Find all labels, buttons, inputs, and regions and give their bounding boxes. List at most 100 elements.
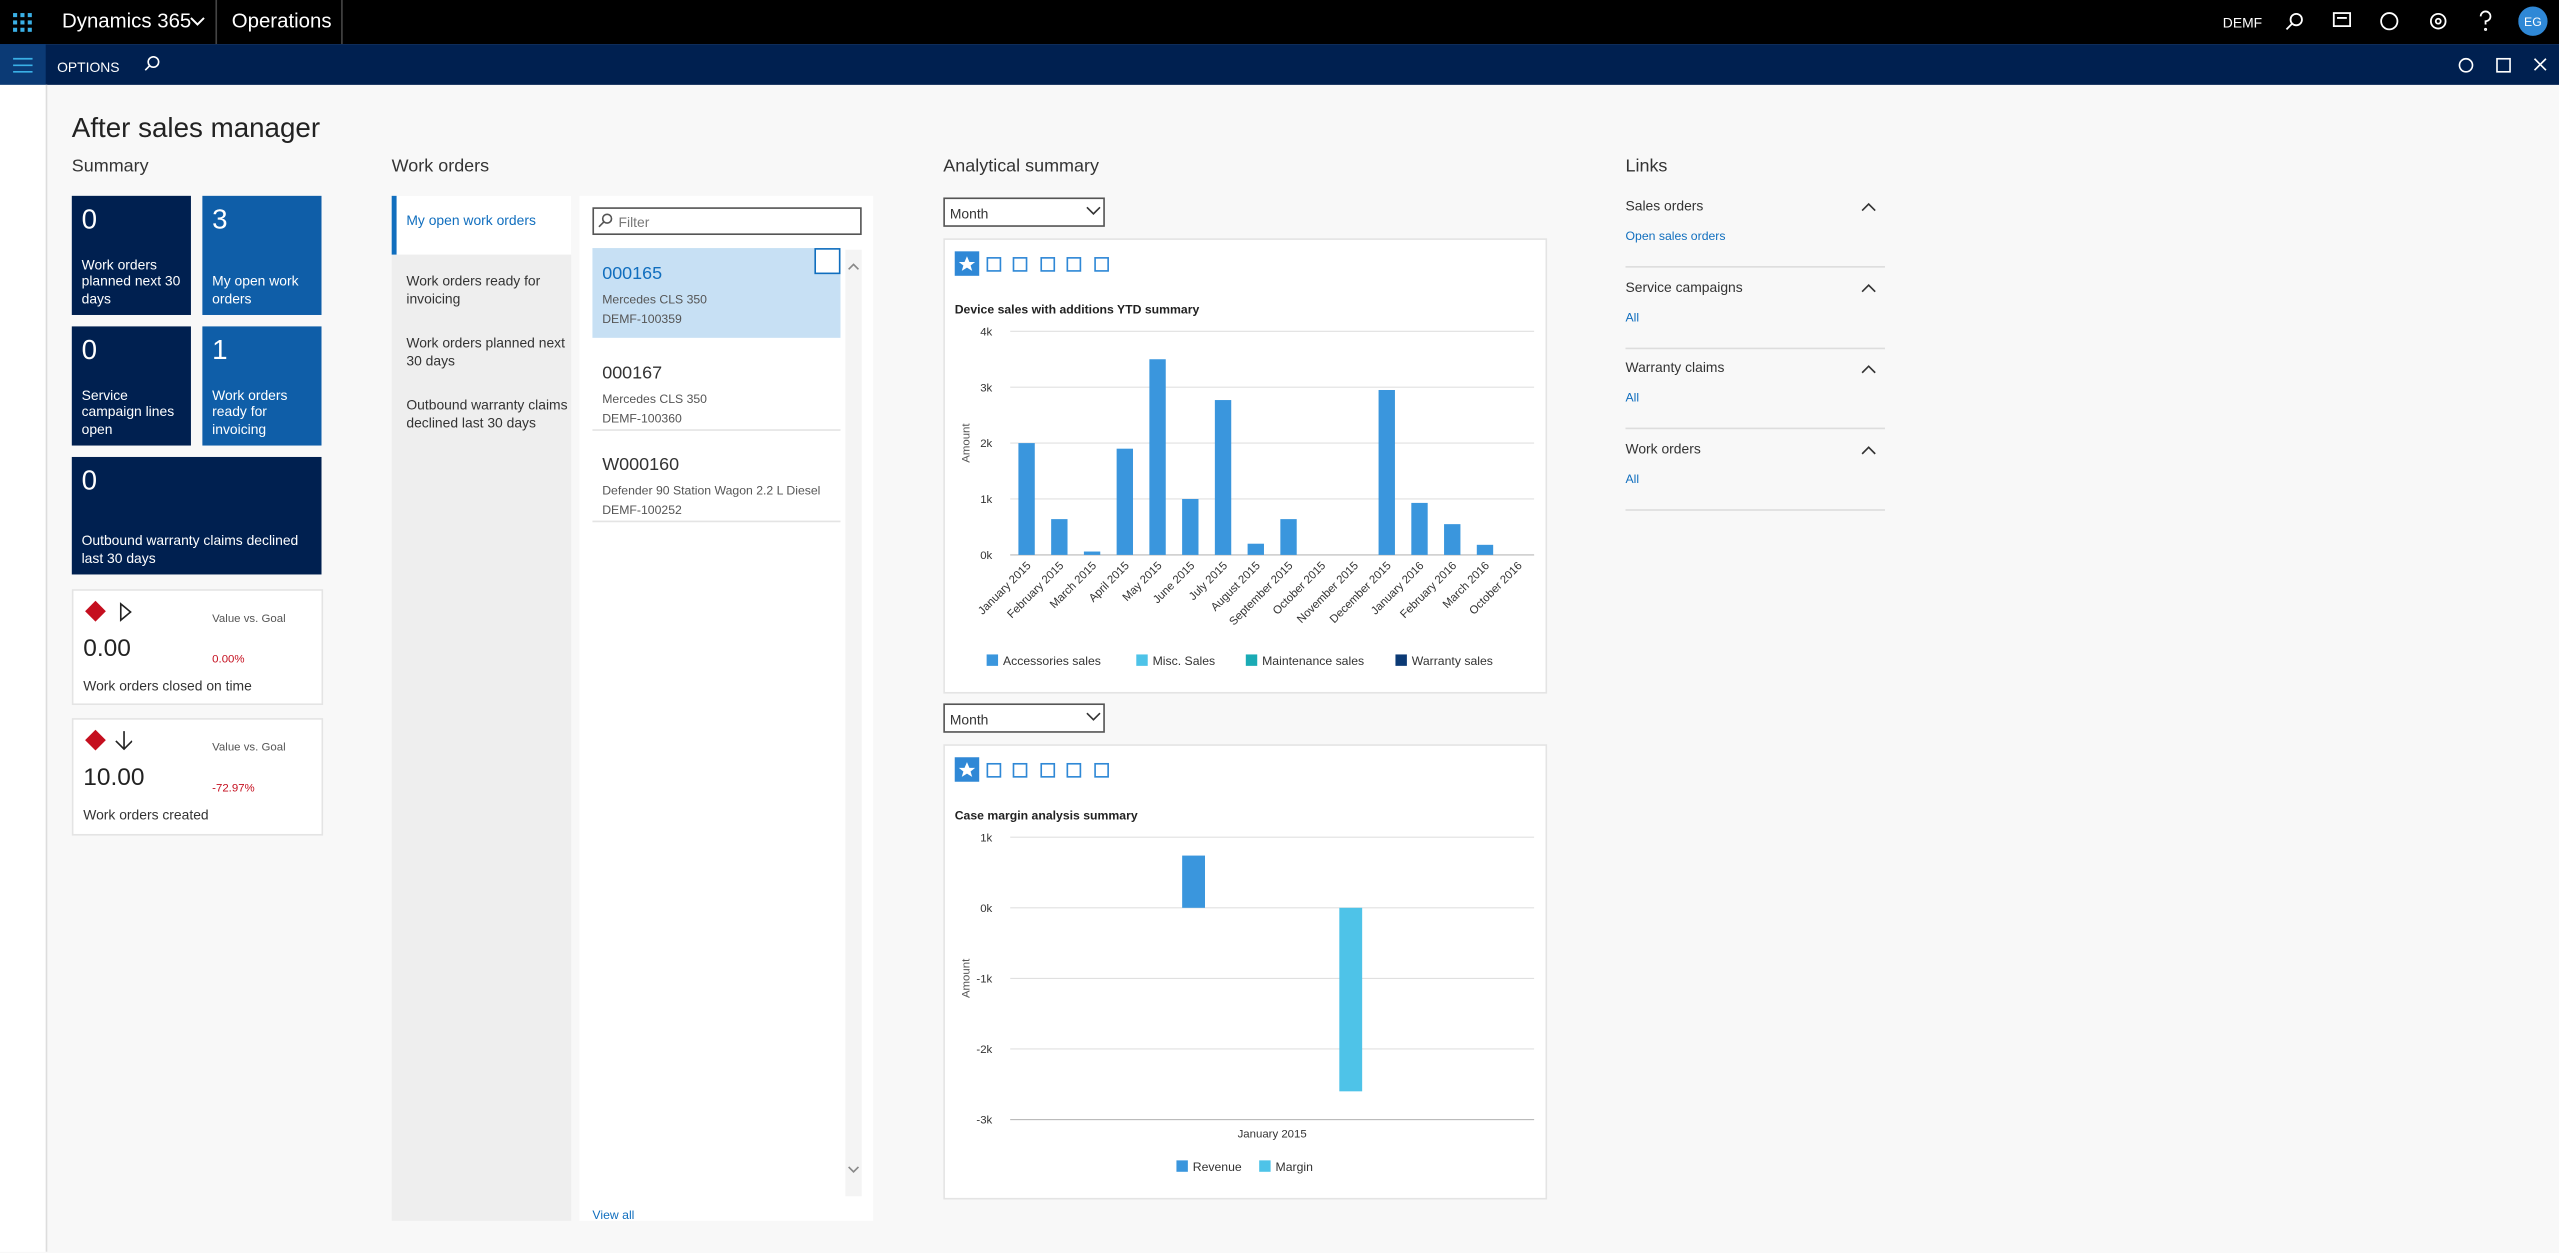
tab[interactable]: Work orders ready for invoicing — [406, 272, 541, 307]
period-value[interactable]: Month — [949, 205, 989, 222]
collapse-chevron[interactable] — [1861, 202, 1876, 212]
tile-label: Service campaign lines open — [81, 385, 175, 437]
tile-value: 1 — [212, 334, 228, 366]
legend-swatch — [1395, 654, 1407, 666]
page-title: After sales manager — [71, 112, 321, 144]
period-dropdown[interactable] — [943, 197, 1105, 227]
y-tick-label: 0k — [980, 550, 992, 562]
tab-selected[interactable] — [391, 195, 572, 255]
legend-label: Accessories sales — [1003, 654, 1101, 668]
view-all[interactable]: View all — [592, 1207, 635, 1223]
chevron[interactable] — [189, 15, 205, 28]
link[interactable]: All — [1625, 471, 1640, 487]
bar — [1149, 359, 1166, 555]
link-group-title[interactable]: Work orders — [1625, 440, 1701, 458]
y-tick-label: 1k — [980, 832, 992, 844]
item-id[interactable]: 000167 — [602, 363, 663, 384]
tile[interactable]: 0 Work orders planned next 30 days — [71, 195, 191, 315]
bar — [1411, 502, 1428, 555]
scroll-arrows[interactable] — [845, 258, 861, 1182]
collapse-chevron[interactable] — [1861, 283, 1876, 293]
tab[interactable]: Work orders planned next 30 days — [406, 334, 565, 369]
bar — [1083, 551, 1101, 555]
filter-box[interactable] — [592, 207, 862, 236]
legend-label: Maintenance sales — [1262, 654, 1364, 668]
tile[interactable]: 1 Work orders ready for invoicing — [202, 326, 322, 446]
kpi-goal-label: Value vs. Goal — [212, 613, 286, 626]
chart-type-button — [986, 257, 1002, 272]
period-value[interactable]: Month — [949, 711, 989, 728]
y-axis-label: Amount — [960, 423, 972, 463]
chart-card — [943, 744, 1548, 1200]
legend-swatch — [1259, 1160, 1271, 1172]
checkbox[interactable] — [814, 248, 841, 275]
chart-type-button — [1066, 762, 1082, 778]
collapse-chevron[interactable] — [1861, 446, 1876, 455]
legend-swatch — [986, 654, 999, 666]
item-id[interactable]: 000165 — [602, 264, 663, 284]
legend-label: Margin — [1276, 1160, 1314, 1174]
chart-type-button — [1040, 762, 1056, 778]
tile[interactable]: 0 Outbound warranty claims declined last … — [71, 456, 322, 575]
bar — [1280, 519, 1297, 555]
x-tick-label: January 2015 — [1238, 1129, 1307, 1141]
separator — [1625, 266, 1885, 268]
chart-type-button — [1066, 257, 1082, 272]
search-icon[interactable] — [140, 54, 303, 77]
scrollbar[interactable] — [845, 249, 862, 1197]
dropdown-chevron — [1086, 206, 1101, 215]
kpi-card[interactable]: 10.00 Work orders created Value vs. Goal… — [71, 718, 324, 836]
user-initials[interactable]: EG — [2524, 14, 2542, 30]
tile-value: 3 — [212, 204, 228, 236]
section-heading: Links — [1625, 156, 1668, 177]
company[interactable]: DEMF — [2222, 14, 2263, 32]
kpi-card[interactable]: 0.00 Work orders closed on time Value vs… — [71, 589, 324, 706]
item-model: Defender 90 Station Wagon 2.2 L Diesel — [602, 483, 821, 498]
bar — [1116, 448, 1134, 555]
chart-type-button — [1094, 762, 1109, 778]
nav-toggle[interactable] — [0, 44, 46, 85]
y-tick-label: 1k — [980, 494, 992, 506]
options[interactable]: OPTIONS — [57, 58, 120, 76]
tile[interactable]: 3 My open work orders — [202, 195, 322, 315]
list-panel — [579, 195, 874, 1221]
y-tick-label: 2k — [980, 438, 992, 450]
app-launcher[interactable] — [10, 10, 36, 36]
bar — [1018, 443, 1035, 555]
link[interactable]: Open sales orders — [1625, 228, 1726, 244]
separator — [1625, 347, 1885, 349]
top-bar — [0, 0, 2559, 45]
module-name[interactable]: Operations — [231, 9, 332, 33]
collapse-chevron[interactable] — [1861, 365, 1876, 374]
chart-card — [943, 238, 1548, 694]
tab[interactable]: Outbound warranty claims declined last 3… — [406, 396, 568, 431]
window-icons[interactable] — [2451, 54, 2555, 77]
filter-placeholder: Filter — [618, 213, 650, 231]
link[interactable]: All — [1625, 309, 1640, 325]
item-id[interactable]: W000160 — [602, 455, 680, 475]
link[interactable]: All — [1625, 390, 1640, 406]
separator — [1625, 509, 1885, 511]
link-group-title[interactable]: Sales orders — [1625, 197, 1704, 214]
avatar[interactable] — [2518, 6, 2551, 40]
bar — [1339, 907, 1363, 1092]
list-item[interactable]: 000167 Mercedes CLS 350 DEMF-100360 — [592, 348, 841, 431]
top-icons[interactable] — [2278, 7, 2506, 40]
app-name[interactable]: Dynamics 365 — [62, 9, 192, 33]
tile-label: Work orders ready for invoicing — [212, 385, 288, 437]
y-tick-label: -3k — [976, 1115, 992, 1127]
kpi-value: 0.00 — [83, 634, 131, 663]
list-item[interactable]: 000165 Mercedes CLS 350 DEMF-100359 — [592, 248, 841, 338]
list-item[interactable]: W000160 Defender 90 Station Wagon 2.2 L … — [592, 439, 841, 523]
link-group-title[interactable]: Warranty claims — [1625, 359, 1725, 377]
tab[interactable]: My open work orders — [406, 212, 536, 229]
chart-type-button — [1040, 257, 1056, 272]
link-group-title[interactable]: Service campaigns — [1625, 278, 1743, 295]
y-tick-label: 0k — [980, 903, 992, 915]
star-icon — [958, 762, 976, 777]
period-dropdown[interactable] — [943, 703, 1105, 733]
hamburger[interactable] — [13, 57, 33, 73]
divider — [215, 0, 218, 45]
tile[interactable]: 0 Service campaign lines open — [71, 326, 191, 446]
